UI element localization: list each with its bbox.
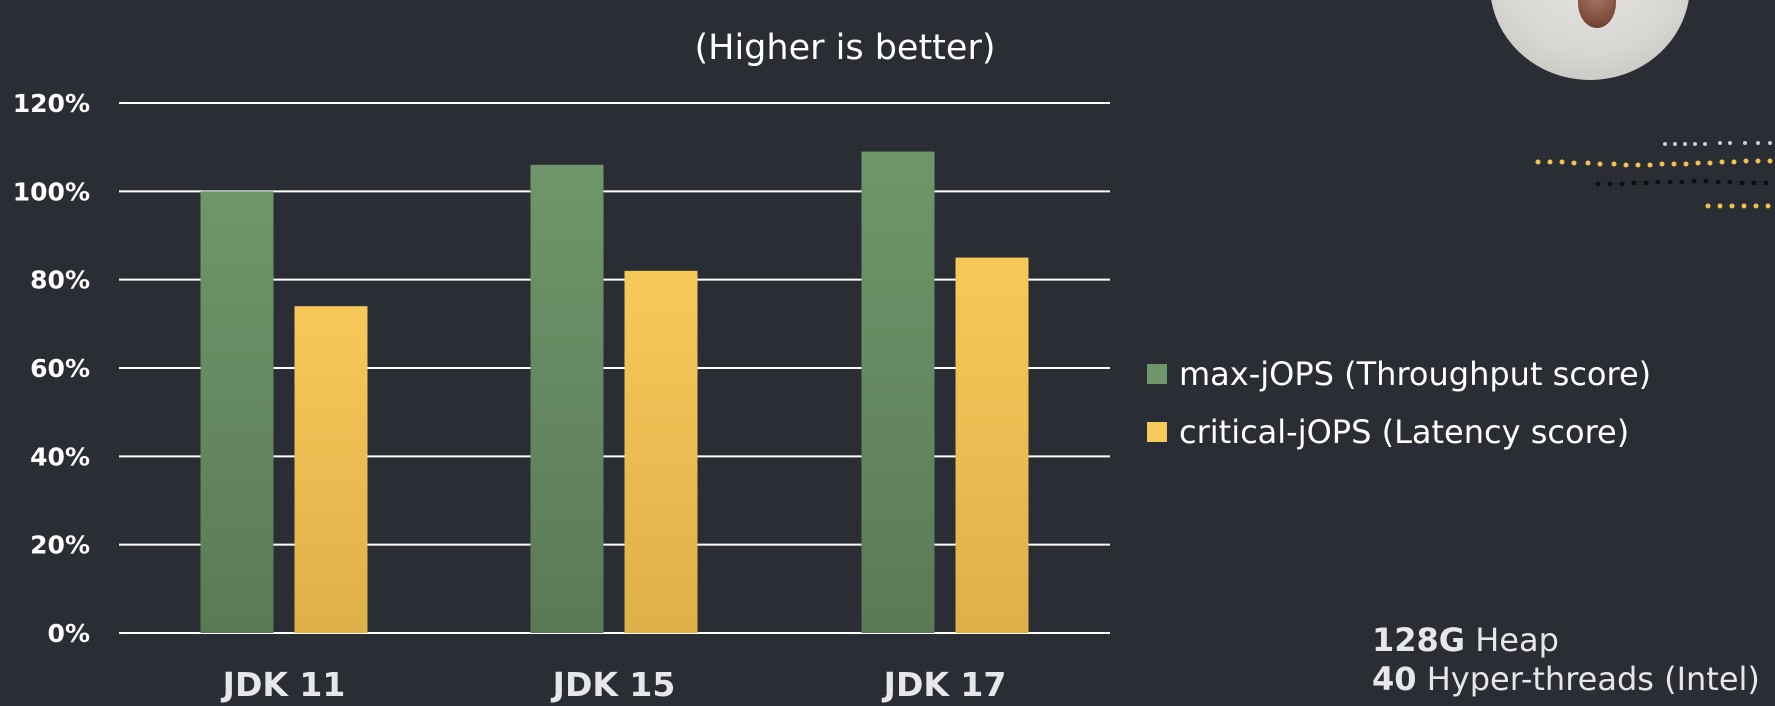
x-tick-label: JDK 11 <box>221 665 346 704</box>
legend-swatch-latency <box>1147 422 1167 442</box>
dot-pattern-icon <box>1535 141 1773 209</box>
y-tick-label: 80% <box>30 266 90 295</box>
bars <box>200 151 1029 634</box>
y-tick-label: 60% <box>30 354 90 383</box>
presenter-face <box>1578 0 1616 28</box>
gridlines <box>119 102 1110 634</box>
y-tick-label: 20% <box>30 531 90 560</box>
legend-label-throughput: max-jOPS (Throughput score) <box>1179 355 1652 393</box>
y-tick-label: 40% <box>30 442 90 471</box>
y-axis-ticks: 0% 20% 40% 60% 80% 100% 120% <box>13 89 90 648</box>
legend-swatch-throughput <box>1147 364 1167 384</box>
threads-line: 40 Hyper-threads (Intel) <box>1372 660 1760 699</box>
threads-value: 40 <box>1372 660 1417 698</box>
heap-label: Heap <box>1465 621 1559 659</box>
x-tick-label: JDK 15 <box>551 665 676 704</box>
legend-label-latency: critical-jOPS (Latency score) <box>1179 413 1630 451</box>
y-tick-label: 0% <box>48 619 90 648</box>
bar-critical-jops-jdk-11 <box>294 306 368 633</box>
test-config-note: 128G Heap 40 Hyper-threads (Intel) <box>1372 621 1760 699</box>
bar-critical-jops-jdk-15 <box>624 270 698 633</box>
bar-max-jops-jdk-17 <box>861 151 935 634</box>
y-tick-label: 100% <box>13 177 90 206</box>
y-tick-label: 120% <box>13 89 90 118</box>
chart-subtitle: (Higher is better) <box>694 28 996 68</box>
heap-line: 128G Heap <box>1372 621 1760 660</box>
bar-max-jops-jdk-11 <box>200 191 274 634</box>
heap-value: 128G <box>1372 621 1466 659</box>
threads-label: Hyper-threads (Intel) <box>1416 660 1760 698</box>
x-tick-label: JDK 17 <box>882 665 1007 704</box>
legend-item-throughput: max-jOPS (Throughput score) <box>1147 345 1651 403</box>
bar-critical-jops-jdk-17 <box>955 257 1029 633</box>
chart-legend: max-jOPS (Throughput score) critical-jOP… <box>1147 345 1651 461</box>
legend-item-latency: critical-jOPS (Latency score) <box>1147 403 1651 461</box>
x-axis-ticks: JDK 11 JDK 15 JDK 17 <box>221 665 1007 704</box>
bar-max-jops-jdk-15 <box>530 164 604 634</box>
